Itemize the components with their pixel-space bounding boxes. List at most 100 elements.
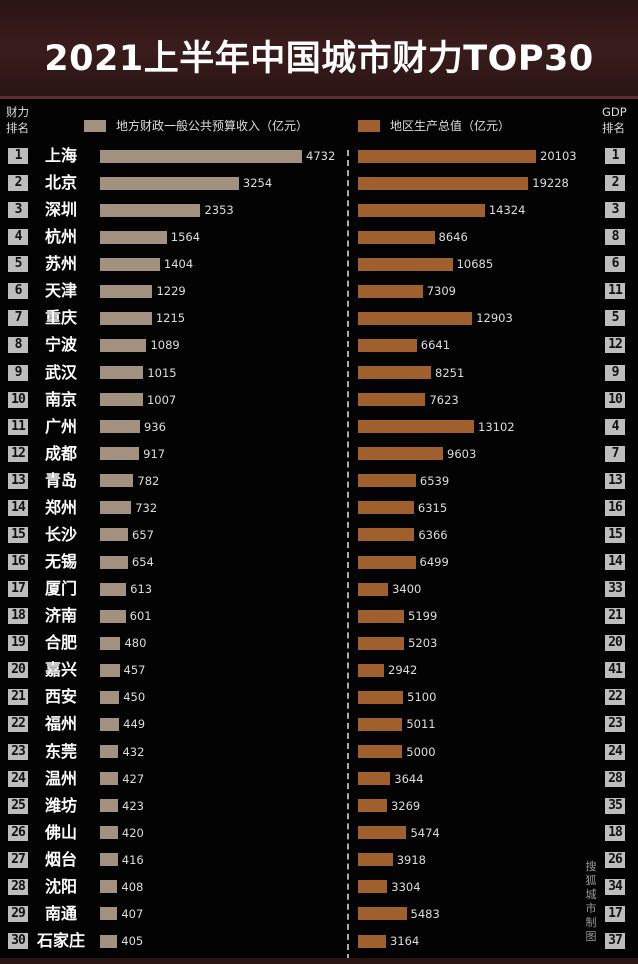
divider: [347, 150, 349, 960]
gdp-value: 20103: [540, 149, 577, 163]
gdp-rank-badge: 24: [605, 743, 625, 760]
city-label: 宁波: [44, 335, 77, 355]
finance-rank-badge: 17: [8, 581, 28, 598]
finance-rank-badge: 9: [8, 364, 28, 381]
revenue-bar: [100, 663, 120, 677]
gdp-rank-badge: 10: [605, 391, 625, 408]
revenue-value: 416: [121, 852, 144, 867]
finance-rank-badge: 16: [8, 554, 28, 571]
chart-title: 2021上半年中国城市财力TOP30: [44, 39, 594, 79]
gdp-value: 3269: [390, 798, 421, 813]
gdp-value: 6539: [419, 473, 450, 488]
gdp-bar: [358, 826, 407, 840]
revenue-bar: [100, 230, 167, 244]
revenue-value: 1215: [155, 311, 186, 326]
finance-rank-badge: 28: [8, 878, 28, 895]
revenue-value: 427: [122, 771, 145, 786]
city-label: 天津: [44, 281, 77, 301]
city-label: 北京: [44, 173, 77, 193]
revenue-value: 613: [130, 582, 153, 597]
revenue-value: 601: [129, 609, 152, 624]
gdp-rank-badge: 16: [605, 499, 625, 516]
revenue-value: 4732: [306, 149, 336, 163]
gdp-rank-badge: 22: [605, 689, 625, 706]
revenue-value: 936: [143, 419, 166, 434]
city-label: 东莞: [44, 741, 77, 761]
legend-label-gdp: 地区生产总值（亿元）: [390, 119, 511, 133]
revenue-value: 449: [123, 717, 146, 732]
revenue-value: 407: [121, 906, 144, 921]
gdp-bar: [358, 636, 405, 650]
gdp-value: 8251: [435, 365, 465, 380]
gdp-value: 5474: [410, 825, 440, 840]
city-label: 长沙: [44, 524, 77, 544]
gdp-bar: [358, 474, 416, 488]
finance-rank-badge: 8: [8, 337, 28, 354]
gdp-rank-badge: 34: [605, 878, 625, 895]
gdp-value: 5199: [408, 609, 438, 624]
city-label: 杭州: [44, 227, 77, 247]
finance-rank-badge: 2: [8, 175, 28, 192]
gdp-rank-badge: 18: [605, 824, 625, 841]
revenue-value: 917: [143, 446, 166, 461]
revenue-value: 657: [132, 527, 154, 542]
finance-rank-header: 财力排名: [6, 105, 29, 135]
revenue-bar: [100, 528, 129, 542]
gdp-bar: [358, 745, 403, 759]
revenue-bar: [100, 311, 152, 325]
city-label: 苏州: [44, 254, 77, 274]
gdp-rank-badge: 9: [605, 364, 625, 381]
finance-rank-badge: 6: [8, 283, 28, 300]
city-label: 无锡: [44, 552, 77, 572]
gdp-rank-badge: 14: [605, 554, 625, 571]
finance-rank-badge: 22: [8, 716, 28, 733]
city-label: 济南: [44, 606, 77, 626]
gdp-rank-badge: 26: [605, 851, 625, 868]
finance-rank-badge: 19: [8, 635, 28, 652]
gdp-rank-badge: 35: [605, 797, 625, 814]
revenue-bar: [100, 501, 132, 515]
city-label: 厦门: [44, 579, 77, 599]
revenue-bar: [100, 447, 140, 461]
finance-rank-badge: 24: [8, 770, 28, 787]
revenue-bar: [100, 772, 119, 786]
gdp-value: 6641: [420, 338, 451, 353]
finance-rank-badge: 29: [8, 905, 28, 922]
gdp-bar: [358, 284, 423, 298]
legend-revenue: 地方财政一般公共预算收入（亿元）: [84, 117, 308, 134]
gdp-rank-badge: 28: [605, 770, 625, 787]
gdp-bar: [358, 799, 387, 813]
city-label: 深圳: [44, 200, 77, 220]
revenue-bar: [100, 880, 118, 894]
revenue-bar: [100, 555, 128, 569]
city-label: 福州: [44, 714, 77, 734]
city-label: 郑州: [44, 497, 77, 517]
city-label: 西安: [44, 687, 77, 707]
gdp-bar: [358, 338, 417, 352]
gdp-rank-badge: 33: [605, 581, 625, 598]
finance-rank-badge: 27: [8, 851, 28, 868]
revenue-value: 408: [121, 879, 144, 894]
gdp-rank-badge: 21: [605, 608, 625, 625]
gdp-rank-badge: 5: [605, 310, 625, 327]
finance-rank-badge: 10: [8, 391, 28, 408]
gdp-rank-badge: 6: [605, 256, 625, 273]
city-label: 石家庄: [36, 931, 85, 951]
finance-rank-badge: 21: [8, 689, 28, 706]
gdp-bar: [358, 582, 389, 596]
gdp-bar: [358, 257, 453, 271]
revenue-value: 782: [137, 473, 160, 488]
revenue-value: 3254: [242, 176, 273, 191]
revenue-value: 1089: [150, 338, 180, 353]
gdp-bar: [358, 528, 415, 542]
gdp-value: 6499: [419, 555, 449, 570]
revenue-bar: [100, 907, 118, 921]
gdp-value: 2942: [388, 663, 418, 678]
gdp-value: 3400: [392, 582, 422, 597]
legend-gdp: 地区生产总值（亿元）: [358, 117, 510, 134]
gdp-value: 5100: [407, 690, 437, 705]
revenue-value: 732: [135, 500, 158, 515]
gdp-rank-badge: 8: [605, 229, 625, 246]
revenue-value: 420: [121, 825, 144, 840]
